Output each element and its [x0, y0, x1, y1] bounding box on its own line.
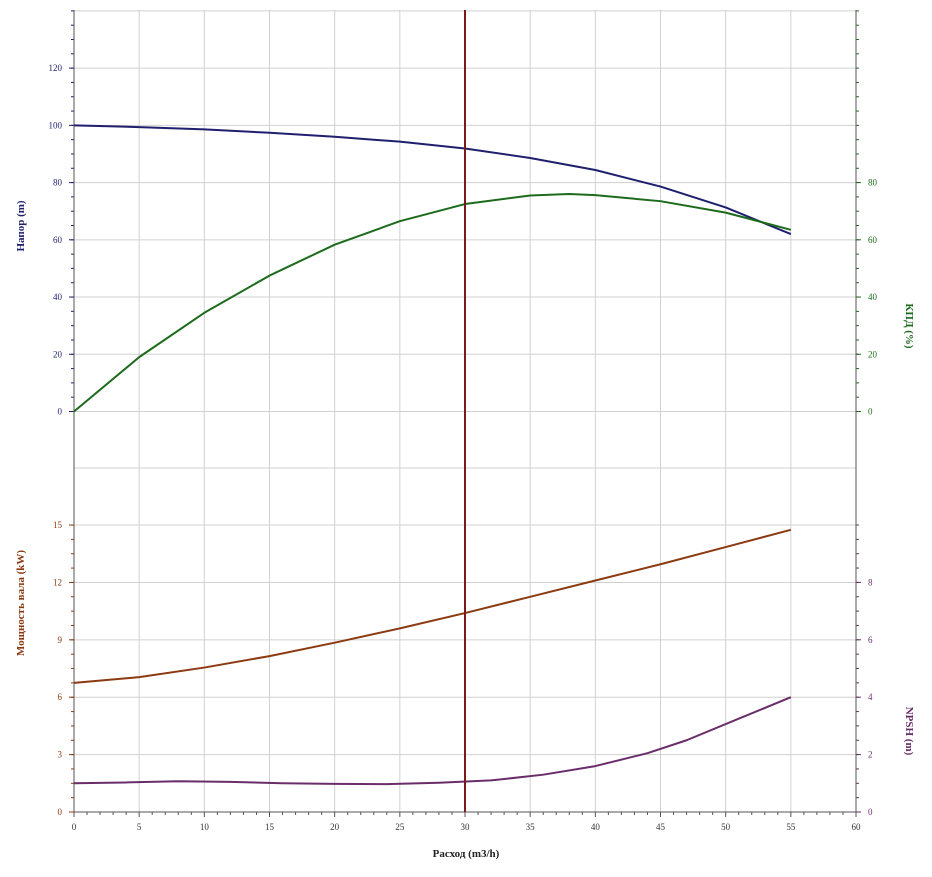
- label-layer: Расход (m3/h) Напор (m) КПД (%) Мощность…: [15, 200, 915, 860]
- x-tick-label: 35: [526, 822, 536, 832]
- x-tick-label: 30: [461, 822, 471, 832]
- x-tick-label: 45: [656, 822, 666, 832]
- left-tick-label: 3: [58, 750, 63, 760]
- right-tick-label: 80: [868, 178, 878, 188]
- left-tick-label: 60: [53, 235, 63, 245]
- right-tick-label: 60: [868, 235, 878, 245]
- x-tick-label: 60: [852, 822, 862, 832]
- x-tick-label: 40: [591, 822, 601, 832]
- left-tick-label: 0: [58, 807, 63, 817]
- x-tick-label: 10: [200, 822, 210, 832]
- axis-layer: 0 5 10 15 20 25 30 35 40 45 50 55 600204060801001200…: [49, 10, 878, 832]
- left-tick-label: 9: [58, 635, 63, 645]
- x-tick-label: 20: [330, 822, 340, 832]
- right-tick-label: 8: [868, 577, 873, 587]
- x-tick-label: 15: [265, 822, 275, 832]
- left-tick-label: 100: [49, 120, 63, 130]
- series-layer: [73, 124, 792, 786]
- left-tick-label: 120: [49, 63, 63, 73]
- efficiency-axis-title: КПД (%): [903, 303, 915, 349]
- right-tick-label: 0: [868, 807, 873, 817]
- x-tick-label: 55: [786, 822, 796, 832]
- x-tick-label: 50: [721, 822, 731, 832]
- x-tick-label: 5: [137, 822, 142, 832]
- x-axis-title: Расход (m3/h): [433, 848, 500, 860]
- right-tick-label: 0: [868, 407, 873, 417]
- left-tick-label: 20: [53, 349, 63, 359]
- left-tick-label: 15: [53, 520, 63, 530]
- right-tick-label: 2: [868, 750, 873, 760]
- power-curve: [73, 528, 792, 684]
- right-tick-label: 6: [868, 635, 873, 645]
- npsh-axis-title: NPSH (m): [903, 707, 915, 756]
- head-axis-title: Напор (m): [15, 200, 27, 251]
- left-tick-label: 6: [58, 692, 63, 702]
- npsh-curve: [73, 696, 792, 786]
- efficiency-curve: [73, 193, 792, 413]
- x-tick-label: 25: [395, 822, 405, 832]
- head-curve: [73, 124, 792, 236]
- power-axis-title: Мощность вала (kW): [15, 550, 27, 656]
- right-tick-label: 20: [868, 349, 878, 359]
- left-tick-label: 80: [53, 178, 63, 188]
- left-tick-label: 12: [53, 577, 62, 587]
- left-tick-label: 0: [58, 407, 63, 417]
- left-tick-label: 40: [53, 292, 63, 302]
- x-tick-label: 0: [72, 822, 77, 832]
- right-tick-label: 4: [868, 692, 873, 702]
- right-tick-label: 40: [868, 292, 878, 302]
